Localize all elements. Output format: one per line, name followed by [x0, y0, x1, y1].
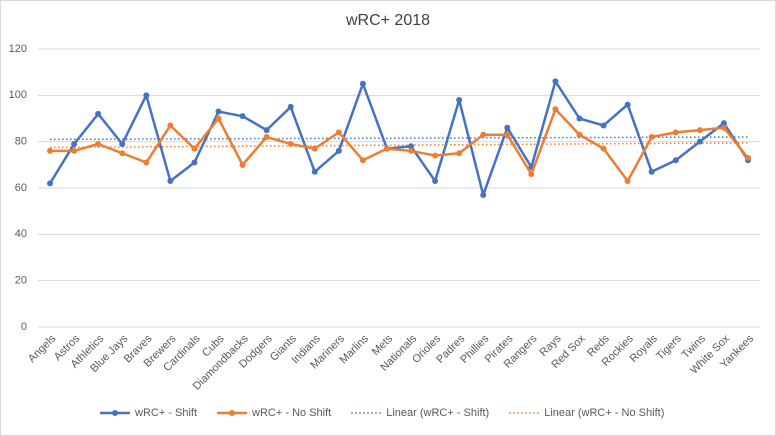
- legend-label: Linear (wRC+ - Shift): [386, 407, 489, 419]
- data-point: [335, 147, 342, 154]
- legend-label: wRC+ - Shift: [134, 407, 197, 419]
- data-point: [71, 140, 78, 147]
- data-point: [504, 131, 511, 138]
- data-point: [143, 159, 150, 166]
- data-point: [408, 143, 415, 150]
- data-point: [119, 140, 126, 147]
- data-point: [239, 161, 246, 168]
- data-point: [552, 78, 559, 85]
- data-point: [359, 80, 366, 87]
- data-point: [648, 168, 655, 175]
- data-point: [239, 113, 246, 120]
- data-point: [624, 101, 631, 108]
- legend-label: Linear (wRC+ - No Shift): [544, 407, 664, 419]
- data-point: [648, 134, 655, 141]
- data-point: [215, 115, 222, 122]
- data-point: [456, 96, 463, 103]
- data-point: [624, 178, 631, 185]
- data-point: [432, 152, 439, 159]
- data-point: [696, 127, 703, 134]
- data-point: [432, 178, 439, 185]
- y-tick-label: 40: [15, 228, 27, 240]
- data-point: [191, 159, 198, 166]
- data-point: [359, 157, 366, 164]
- data-point: [167, 122, 174, 129]
- data-point: [720, 120, 727, 127]
- data-point: [215, 108, 222, 115]
- series-line: [50, 107, 749, 183]
- data-point: [167, 178, 174, 185]
- legend-marker: [112, 410, 118, 416]
- data-point: [47, 180, 54, 187]
- y-tick-label: 60: [15, 182, 27, 194]
- data-point: [480, 131, 487, 138]
- data-point: [744, 154, 751, 161]
- data-point: [143, 92, 150, 99]
- data-point: [119, 150, 126, 157]
- data-point: [576, 131, 583, 138]
- y-tick-label: 120: [9, 43, 27, 55]
- data-point: [672, 157, 679, 164]
- trendline: [50, 142, 748, 149]
- trendline: [50, 136, 748, 141]
- legend-label: wRC+ - No Shift: [251, 407, 331, 419]
- data-point: [600, 122, 607, 129]
- y-tick-label: 20: [15, 275, 27, 287]
- data-point: [95, 140, 102, 147]
- data-point: [528, 171, 535, 178]
- data-point: [576, 115, 583, 122]
- series-line: [48, 80, 750, 197]
- data-point: [696, 138, 703, 145]
- data-point: [191, 145, 198, 152]
- data-point: [456, 150, 463, 157]
- data-point: [311, 168, 318, 175]
- data-point: [720, 124, 727, 131]
- y-tick-label: 80: [15, 136, 27, 148]
- data-point: [287, 140, 294, 147]
- chart-title: wRC+ 2018: [345, 12, 430, 29]
- data-point: [480, 191, 487, 198]
- data-point: [263, 134, 270, 141]
- legend-marker: [229, 410, 236, 416]
- data-point: [311, 145, 318, 152]
- data-point: [287, 103, 294, 110]
- data-point: [600, 145, 607, 152]
- data-point: [335, 129, 342, 136]
- data-point: [263, 127, 270, 134]
- data-point: [71, 147, 78, 154]
- data-point: [47, 147, 54, 154]
- data-point: [552, 106, 559, 113]
- data-point: [672, 129, 679, 136]
- data-point: [383, 145, 390, 152]
- data-point: [504, 124, 511, 131]
- y-tick-label: 0: [21, 321, 27, 333]
- data-point: [95, 110, 102, 117]
- y-tick-label: 100: [9, 89, 27, 101]
- data-point: [408, 147, 415, 154]
